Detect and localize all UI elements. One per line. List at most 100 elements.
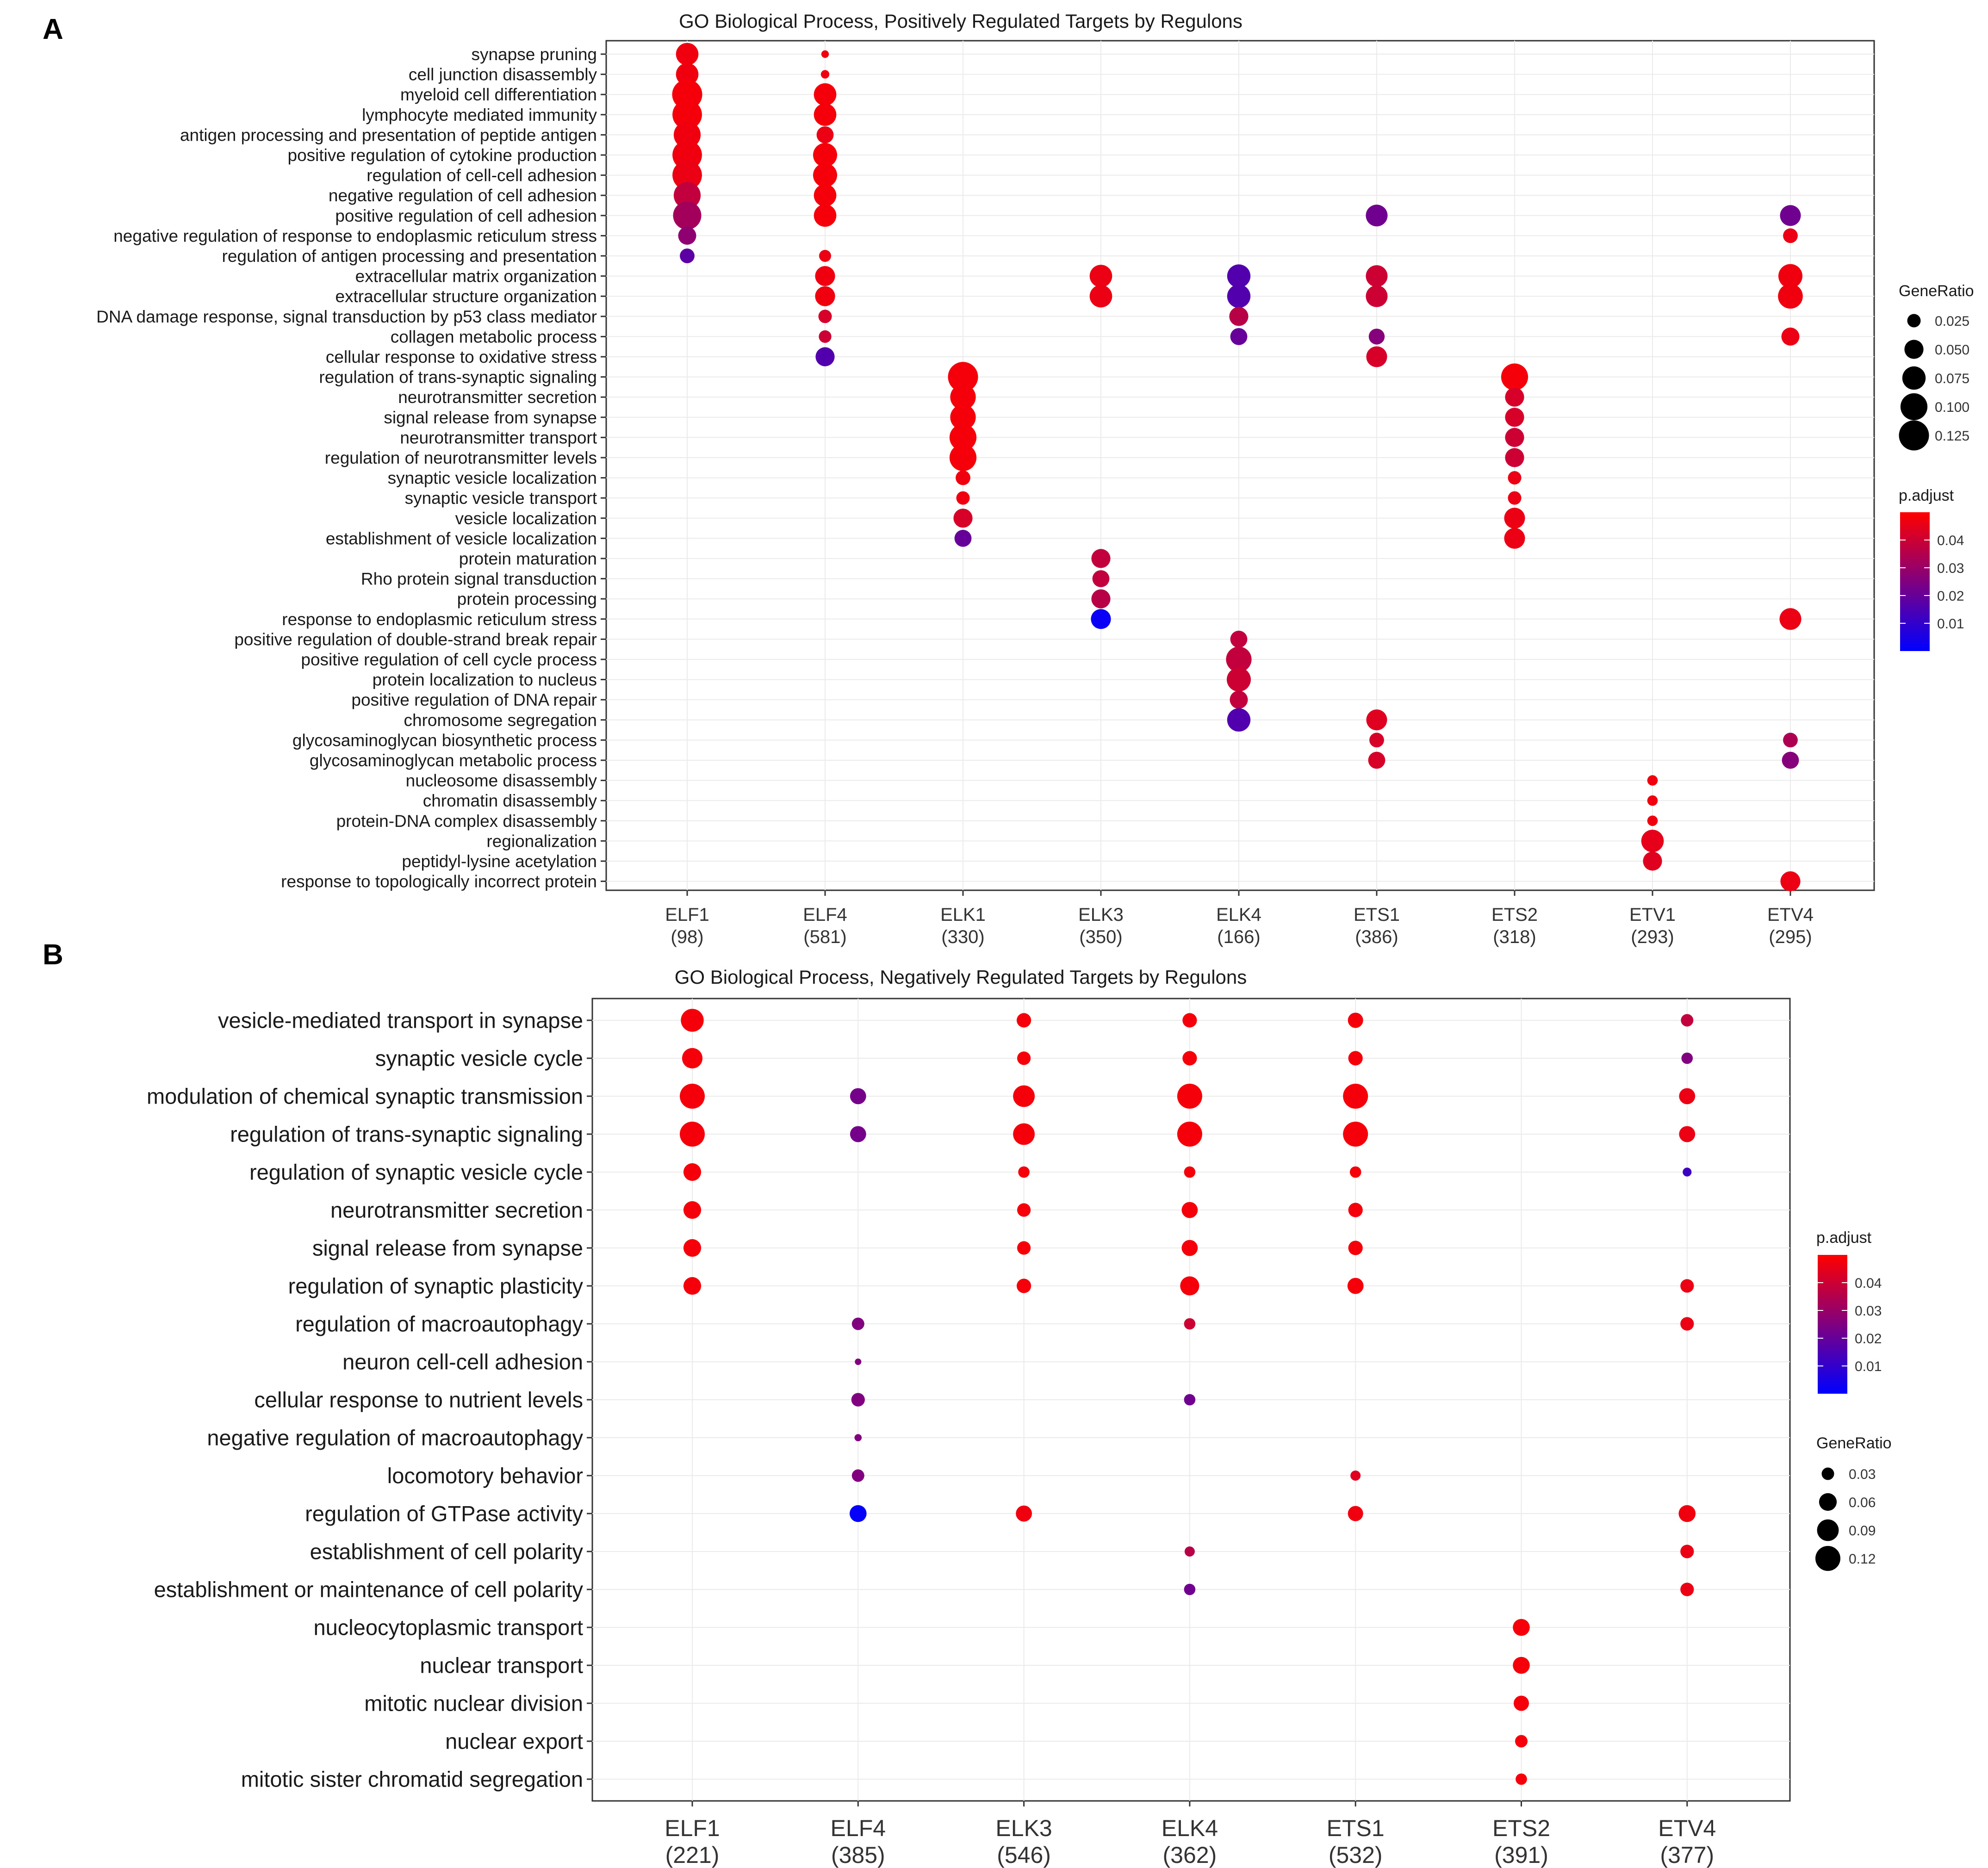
dot-elk4: [1181, 1240, 1198, 1256]
dot-elk1: [950, 404, 976, 430]
dot-etv4: [1681, 1052, 1693, 1064]
color-legend-label: 0.02: [1937, 589, 1964, 604]
panel-b-color-legend-title: p.adjust: [1816, 1229, 1872, 1247]
dot-ets2: [1513, 1657, 1530, 1674]
x-tick-count: (362): [1163, 1842, 1217, 1868]
panel-b-color-legend-bar: [1818, 1255, 1847, 1394]
size-legend-dot: [1900, 393, 1928, 421]
size-legend-dot: [1907, 314, 1921, 328]
dot-elf4: [821, 50, 829, 58]
dot-elf4: [851, 1317, 864, 1330]
dot-elk4: [1182, 1051, 1197, 1066]
dot-etv4: [1780, 205, 1801, 226]
dot-elk3: [1017, 1051, 1031, 1065]
size-legend-label: 0.12: [1849, 1551, 1876, 1567]
y-tick-label: regulation of synaptic vesicle cycle: [249, 1160, 583, 1184]
y-tick-label: positive regulation of double-strand bre…: [234, 630, 597, 649]
dot-ets1: [1348, 1051, 1363, 1066]
dot-ets2: [1505, 448, 1524, 467]
y-tick-label: cellular response to nutrient levels: [254, 1387, 583, 1412]
dot-elk4: [1184, 1318, 1196, 1330]
y-tick-label: locomotory behavior: [387, 1463, 583, 1488]
y-tick-label: antigen processing and presentation of p…: [180, 125, 597, 144]
x-tick-count: (330): [941, 927, 984, 947]
dot-elf4: [850, 1126, 866, 1142]
dot-etv1: [1641, 830, 1664, 852]
dot-etv4: [1680, 1279, 1694, 1293]
y-tick-label: response to endoplasmic reticulum stress: [282, 610, 597, 629]
dot-elk4: [1227, 264, 1251, 288]
y-tick-label: modulation of chemical synaptic transmis…: [147, 1084, 583, 1108]
dot-elk3: [1017, 1013, 1031, 1028]
dot-ets1: [1369, 732, 1384, 748]
dot-elf1: [672, 99, 702, 130]
y-tick-label: neurotransmitter transport: [400, 428, 597, 447]
dot-etv4: [1781, 327, 1800, 346]
y-tick-label: glycosaminoglycan biosynthetic process: [292, 731, 597, 750]
x-tick-count: (166): [1217, 927, 1260, 947]
x-tick-count: (391): [1494, 1842, 1548, 1868]
size-legend-label: 0.09: [1849, 1523, 1876, 1539]
color-legend-label: 0.04: [1937, 533, 1964, 548]
dot-ets2: [1508, 471, 1522, 485]
y-tick-label: regulation of antigen processing and pre…: [222, 247, 597, 266]
dot-elk4: [1181, 1202, 1198, 1218]
dot-elf1: [681, 1009, 704, 1032]
dot-ets2: [1505, 387, 1524, 407]
x-tick-label: ELK1: [940, 905, 986, 925]
dot-elk1: [953, 509, 973, 528]
x-tick-label: ELK4: [1162, 1815, 1218, 1841]
dot-elk4: [1229, 307, 1249, 326]
dot-elf1: [676, 63, 699, 86]
y-tick-label: regulation of neurotransmitter levels: [325, 448, 597, 467]
color-legend-label: 0.01: [1855, 1359, 1882, 1374]
x-tick-count: (295): [1769, 927, 1812, 947]
dot-etv4: [1783, 732, 1798, 748]
dot-elk4: [1184, 1583, 1196, 1595]
panel-b-size-legend: GeneRatio 0.03 0.06 0.09 0.12: [1815, 1434, 1892, 1571]
y-tick-label: negative regulation of cell adhesion: [329, 186, 597, 205]
panel-b-y-axis: vesicle-mediated transport in synapse syn…: [147, 1008, 592, 1791]
dot-elf4: [816, 126, 834, 143]
dot-ets1: [1348, 1203, 1363, 1217]
y-tick-label: negative regulation of response to endop…: [113, 226, 597, 245]
x-tick-count: (385): [831, 1842, 885, 1868]
dot-ets1: [1343, 1122, 1368, 1147]
x-tick-label: ETS1: [1327, 1815, 1385, 1841]
dot-elk3: [1018, 1166, 1030, 1178]
dot-elf1: [673, 121, 701, 149]
y-tick-label: myeloid cell differentiation: [400, 85, 597, 104]
dot-elf1: [680, 1122, 705, 1147]
y-tick-label: extracellular structure organization: [335, 287, 597, 306]
panel-a: GO Biological Process, Positively Regula…: [96, 10, 1974, 947]
dot-etv4: [1778, 264, 1802, 288]
dot-ets1: [1366, 346, 1387, 367]
y-tick-label: regulation of trans-synaptic signaling: [230, 1122, 583, 1146]
dot-etv4: [1679, 1088, 1696, 1105]
dot-elk1: [954, 530, 972, 547]
dot-etv4: [1683, 1167, 1692, 1177]
panel-label-a: A: [43, 13, 63, 45]
dot-elk4: [1177, 1084, 1202, 1109]
dot-etv1: [1647, 775, 1658, 786]
dot-elf4: [850, 1505, 867, 1522]
dot-elk3: [1013, 1123, 1035, 1145]
y-tick-label: neurotransmitter secretion: [398, 388, 597, 407]
size-legend-label: 0.025: [1935, 314, 1969, 329]
dot-elf1: [683, 1201, 702, 1219]
y-tick-label: mitotic sister chromatid segregation: [241, 1767, 583, 1791]
x-tick-count: (546): [997, 1842, 1051, 1868]
dot-elf1: [683, 1163, 702, 1181]
x-tick-count: (221): [665, 1842, 720, 1868]
y-tick-label: synaptic vesicle cycle: [375, 1046, 583, 1070]
dot-elf4: [815, 347, 835, 366]
y-tick-label: vesicle localization: [455, 509, 597, 528]
y-tick-label: protein processing: [457, 590, 597, 608]
dot-etv4: [1778, 284, 1803, 309]
x-tick-label: ELK3: [995, 1815, 1052, 1841]
dot-ets1: [1347, 1278, 1364, 1294]
panel-b-color-legend: p.adjust 0.01 0.02 0.03 0.04: [1816, 1229, 1882, 1394]
dot-elf1: [683, 1239, 702, 1257]
dot-elk4: [1184, 1546, 1195, 1557]
